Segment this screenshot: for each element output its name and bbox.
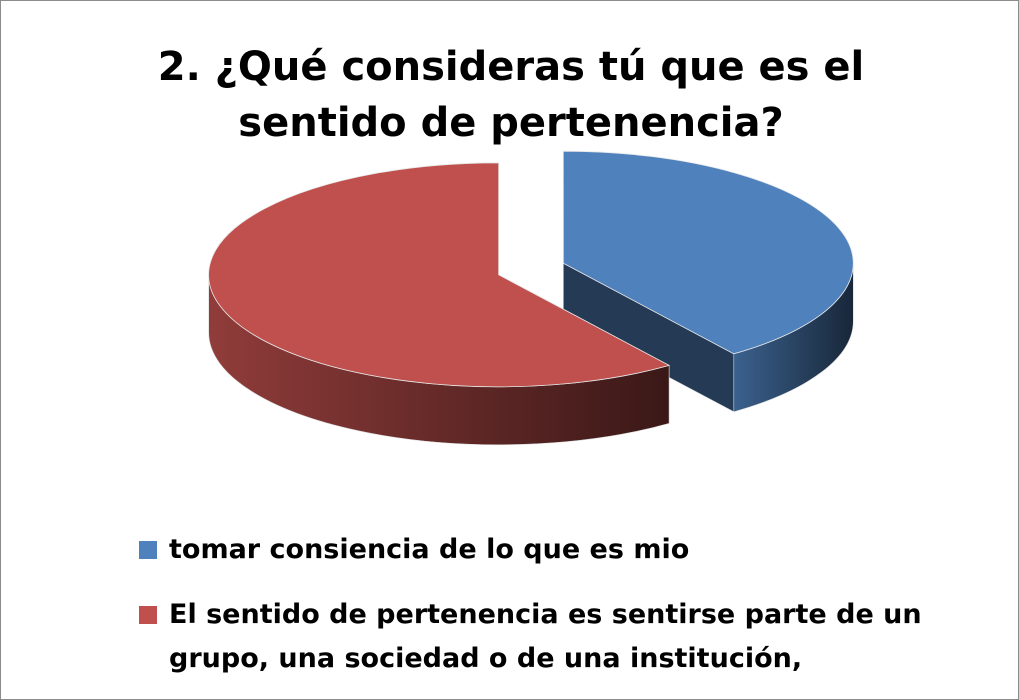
- pie-slice: [562, 150, 854, 413]
- legend-item: El sentido de pertenencia es sentirse pa…: [139, 593, 939, 681]
- legend-item: tomar consiencia de lo que es mio: [139, 528, 939, 572]
- legend-swatch: [139, 606, 157, 624]
- slice-top: [562, 150, 854, 355]
- chart-title: 2. ¿Qué consideras tú que es el sentido …: [157, 44, 865, 146]
- slice-top: [208, 162, 671, 388]
- legend-swatch: [139, 541, 157, 559]
- legend-label: tomar consiencia de lo que es mio: [169, 534, 690, 565]
- legend-label: El sentido de pertenencia es sentirse pa…: [169, 599, 922, 674]
- pie-slice: [208, 162, 671, 446]
